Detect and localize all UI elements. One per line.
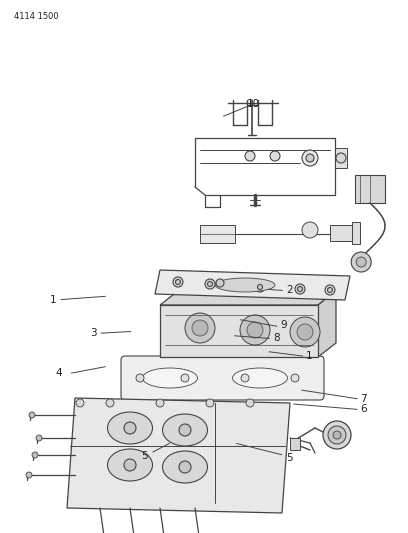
Text: 4114 1500: 4114 1500 xyxy=(14,12,59,21)
Circle shape xyxy=(179,461,191,473)
Ellipse shape xyxy=(162,414,208,446)
Circle shape xyxy=(336,153,346,163)
Circle shape xyxy=(206,399,214,407)
Circle shape xyxy=(328,426,346,444)
Circle shape xyxy=(245,151,255,161)
Circle shape xyxy=(325,285,335,295)
Circle shape xyxy=(179,424,191,436)
Circle shape xyxy=(291,374,299,382)
Text: 1: 1 xyxy=(306,351,313,361)
Circle shape xyxy=(156,399,164,407)
Bar xyxy=(290,438,300,450)
Circle shape xyxy=(255,282,265,292)
Bar xyxy=(330,225,352,241)
Bar xyxy=(200,225,235,243)
Circle shape xyxy=(124,422,136,434)
Circle shape xyxy=(26,472,32,478)
Circle shape xyxy=(323,421,351,449)
Circle shape xyxy=(106,399,114,407)
Circle shape xyxy=(136,374,144,382)
Circle shape xyxy=(257,285,262,289)
FancyBboxPatch shape xyxy=(121,356,324,400)
Circle shape xyxy=(192,320,208,336)
Text: 3: 3 xyxy=(90,328,96,338)
Text: 6: 6 xyxy=(360,405,366,414)
Circle shape xyxy=(328,287,333,293)
Circle shape xyxy=(208,281,213,287)
Circle shape xyxy=(241,374,249,382)
Circle shape xyxy=(290,317,320,347)
Circle shape xyxy=(29,412,35,418)
Circle shape xyxy=(246,399,254,407)
Circle shape xyxy=(173,277,183,287)
Circle shape xyxy=(216,279,224,287)
Circle shape xyxy=(351,252,371,272)
Polygon shape xyxy=(318,291,336,357)
Circle shape xyxy=(297,287,302,292)
Ellipse shape xyxy=(107,449,153,481)
Circle shape xyxy=(32,452,38,458)
Bar xyxy=(352,222,360,244)
Bar xyxy=(335,148,347,168)
Circle shape xyxy=(76,399,84,407)
Text: 1: 1 xyxy=(50,295,56,304)
Circle shape xyxy=(124,459,136,471)
Circle shape xyxy=(247,322,263,338)
Circle shape xyxy=(270,151,280,161)
Circle shape xyxy=(356,257,366,267)
Ellipse shape xyxy=(233,368,288,388)
Circle shape xyxy=(175,279,180,285)
Polygon shape xyxy=(155,270,350,300)
Ellipse shape xyxy=(162,451,208,483)
Circle shape xyxy=(205,279,215,289)
Text: 7: 7 xyxy=(360,394,366,403)
Circle shape xyxy=(297,324,313,340)
Circle shape xyxy=(295,284,305,294)
Bar xyxy=(160,305,318,357)
Text: 5: 5 xyxy=(286,454,293,463)
Polygon shape xyxy=(67,398,290,513)
Text: 2: 2 xyxy=(286,286,293,295)
Ellipse shape xyxy=(142,368,197,388)
Circle shape xyxy=(302,222,318,238)
Text: 10: 10 xyxy=(246,99,259,109)
Circle shape xyxy=(185,313,215,343)
Ellipse shape xyxy=(215,278,275,292)
Text: 8: 8 xyxy=(273,334,280,343)
Circle shape xyxy=(36,435,42,441)
Circle shape xyxy=(181,374,189,382)
Circle shape xyxy=(306,154,314,162)
Text: 9: 9 xyxy=(280,320,287,330)
Circle shape xyxy=(240,315,270,345)
Circle shape xyxy=(302,150,318,166)
Text: 5: 5 xyxy=(142,451,148,461)
Ellipse shape xyxy=(107,412,153,444)
Text: 4: 4 xyxy=(56,368,62,378)
Polygon shape xyxy=(160,291,336,305)
Bar xyxy=(355,175,385,203)
Circle shape xyxy=(333,431,341,439)
